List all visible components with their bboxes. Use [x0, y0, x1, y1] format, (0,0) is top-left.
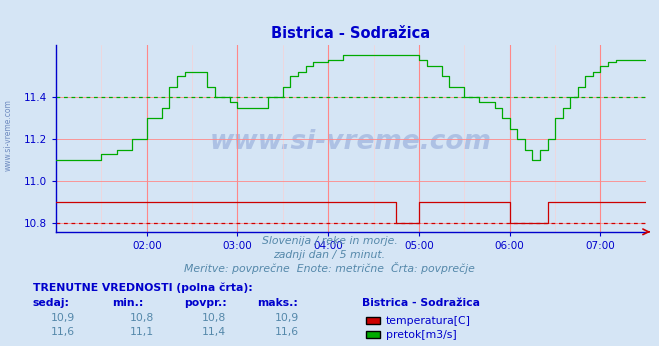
Text: 10,9: 10,9 [275, 313, 299, 323]
Text: 10,8: 10,8 [130, 313, 154, 323]
Text: pretok[m3/s]: pretok[m3/s] [386, 330, 456, 339]
Text: sedaj:: sedaj: [33, 298, 70, 308]
Text: 11,1: 11,1 [130, 327, 154, 337]
Text: min.:: min.: [112, 298, 144, 308]
Text: Slovenija / reke in morje.: Slovenija / reke in morje. [262, 236, 397, 246]
Text: www.si-vreme.com: www.si-vreme.com [3, 99, 13, 171]
Text: www.si-vreme.com: www.si-vreme.com [210, 129, 492, 155]
Text: povpr.:: povpr.: [185, 298, 227, 308]
Text: Bistrica - Sodražica: Bistrica - Sodražica [362, 298, 480, 308]
Text: 11,6: 11,6 [275, 327, 299, 337]
Text: maks.:: maks.: [257, 298, 298, 308]
Text: 11,4: 11,4 [202, 327, 226, 337]
Text: Meritve: povprečne  Enote: metrične  Črta: povprečje: Meritve: povprečne Enote: metrične Črta:… [184, 262, 475, 274]
Text: 10,8: 10,8 [202, 313, 226, 323]
Title: Bistrica - Sodražica: Bistrica - Sodražica [272, 26, 430, 41]
Text: TRENUTNE VREDNOSTI (polna črta):: TRENUTNE VREDNOSTI (polna črta): [33, 282, 252, 293]
Text: 10,9: 10,9 [51, 313, 74, 323]
Text: 11,6: 11,6 [51, 327, 74, 337]
Text: temperatura[C]: temperatura[C] [386, 316, 471, 326]
Text: zadnji dan / 5 minut.: zadnji dan / 5 minut. [273, 250, 386, 260]
